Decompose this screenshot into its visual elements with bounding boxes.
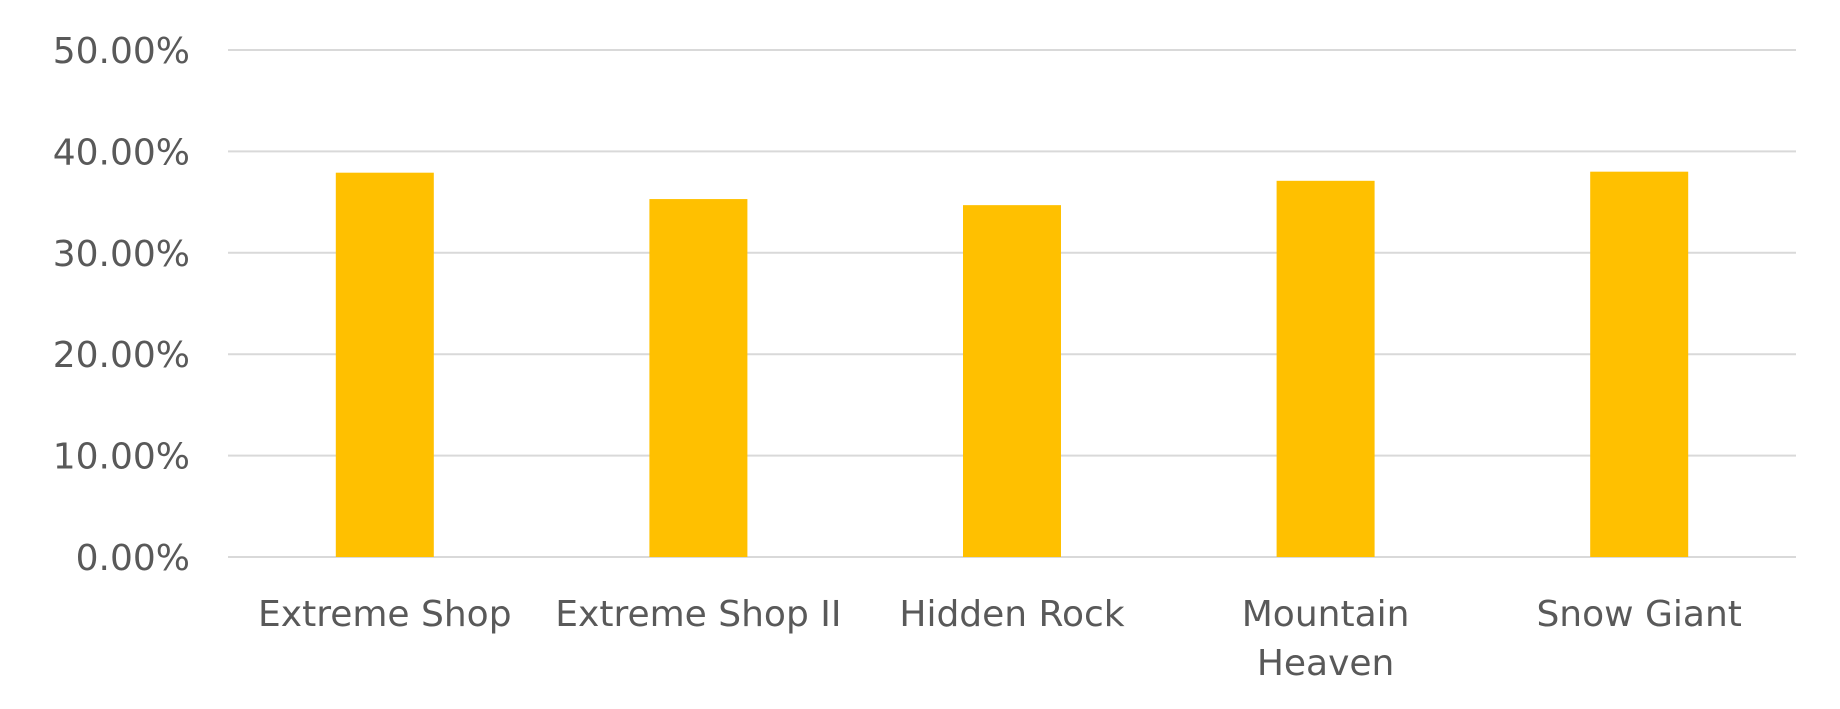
y-tick-label: 40.00% <box>53 132 190 173</box>
x-category-label: Extreme Shop <box>258 594 512 635</box>
x-category-label: Hidden Rock <box>899 594 1124 635</box>
bar-snow-giant <box>1590 171 1689 557</box>
x-category-label: Mountain Heaven <box>1242 594 1410 684</box>
bar-hidden-rock <box>963 205 1061 557</box>
y-tick-label: 30.00% <box>53 234 190 275</box>
x-category-label: Snow Giant <box>1536 594 1741 635</box>
bars <box>335 171 1689 558</box>
x-axis-category-labels: Extreme Shop Extreme Shop II Hidden Rock Mo… <box>258 594 1742 684</box>
bar-extreme-shop-ii <box>649 199 748 558</box>
x-category-label: Extreme Shop II <box>555 594 841 635</box>
bar-mountain-heaven <box>1276 180 1375 557</box>
y-axis-tick-labels: 0.00% 10.00% 20.00% 30.00% 40.00% 50.00% <box>53 31 190 579</box>
y-tick-label: 10.00% <box>53 437 190 478</box>
y-tick-label: 0.00% <box>76 538 190 579</box>
y-tick-label: 50.00% <box>53 31 190 72</box>
bar-extreme-shop <box>335 172 434 557</box>
y-tick-label: 20.00% <box>53 335 190 376</box>
